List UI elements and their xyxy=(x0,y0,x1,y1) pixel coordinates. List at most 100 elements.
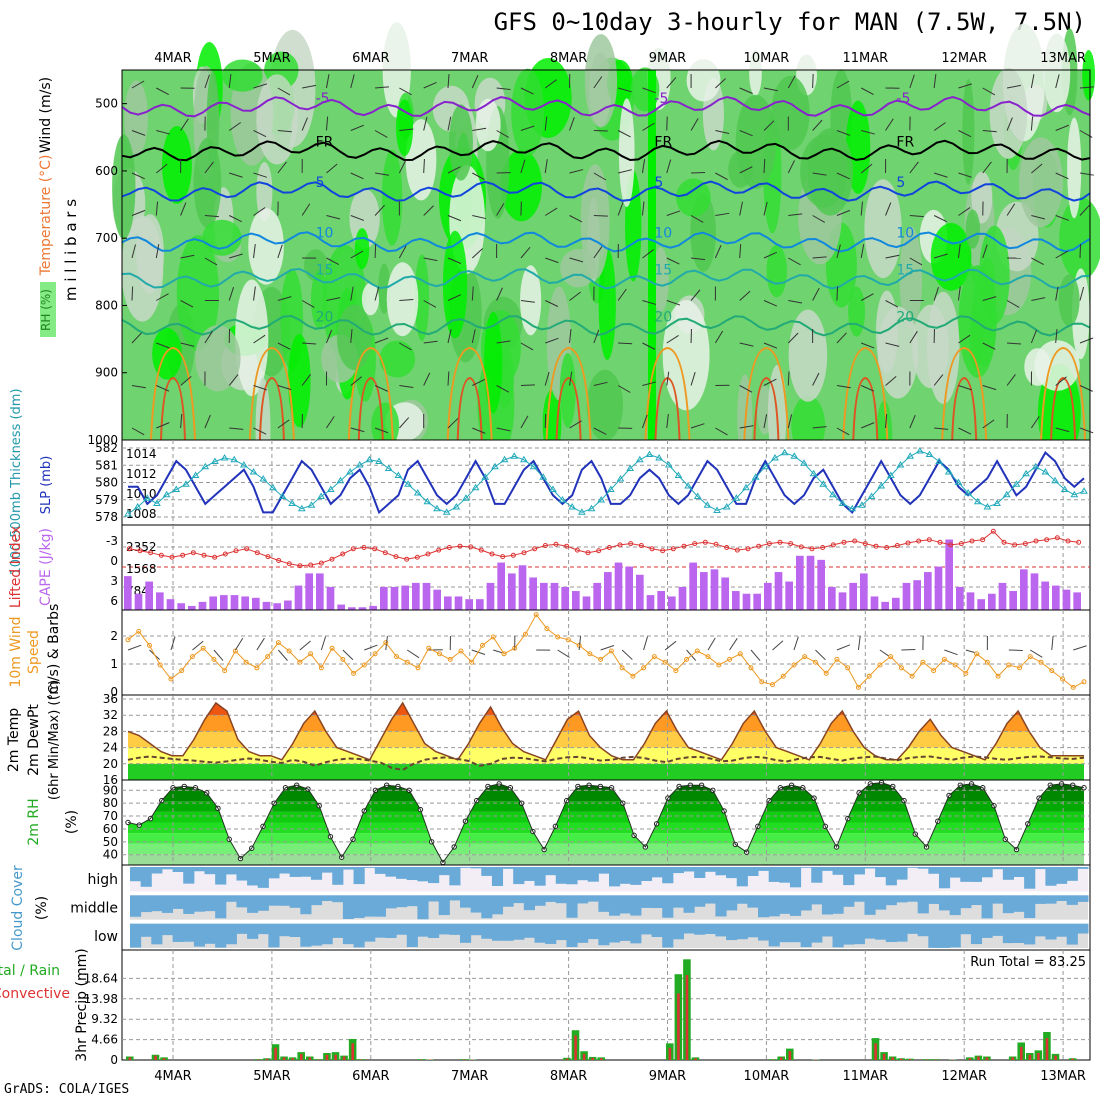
thickness-point xyxy=(143,494,152,501)
wind-barb xyxy=(399,385,414,389)
wind-barb xyxy=(204,74,210,89)
warm-contour xyxy=(545,346,592,441)
wind-barb xyxy=(815,649,826,661)
cloud-bar xyxy=(726,867,738,879)
cloud-bar xyxy=(204,923,216,944)
rh-tick: 50 xyxy=(103,835,118,849)
cloud-bar xyxy=(598,867,610,874)
wind-barb xyxy=(496,427,511,432)
thickness-point xyxy=(539,473,548,480)
wind-barb xyxy=(1055,172,1069,180)
cape-bar xyxy=(838,592,847,610)
wind-barb xyxy=(982,342,996,350)
wind-barb xyxy=(399,299,414,301)
wind-barb xyxy=(812,372,820,386)
rh-blob xyxy=(771,75,810,151)
wind-barb xyxy=(545,257,559,264)
cape-bar xyxy=(337,604,345,610)
wind-barb xyxy=(253,334,266,344)
thickness-point xyxy=(404,480,412,487)
rh-band xyxy=(128,843,1084,855)
wind-barb xyxy=(1030,329,1038,344)
cloud-bar xyxy=(1024,923,1036,945)
wind-barb xyxy=(1031,257,1044,265)
thickness-point xyxy=(423,497,432,505)
wind-barb xyxy=(472,172,485,181)
cloud-bar xyxy=(821,923,834,937)
cloud-bar xyxy=(683,895,695,913)
wind-barb xyxy=(155,244,160,259)
dewpoint-line xyxy=(127,755,1085,771)
precip-tick: 9.32 xyxy=(91,1012,118,1026)
cloud-bar xyxy=(726,923,738,941)
cloud-bar xyxy=(193,867,206,872)
wind-barb xyxy=(933,74,937,89)
wind-barb xyxy=(1006,203,1016,216)
thickness-point xyxy=(838,499,847,506)
cloud-bar xyxy=(481,923,493,939)
wind-barb xyxy=(885,342,900,347)
cape-bar xyxy=(764,582,772,610)
cape-bar xyxy=(732,591,740,610)
cloud-bar xyxy=(140,923,152,937)
date-label-bottom: 10MAR xyxy=(744,1069,790,1084)
wind-barb xyxy=(399,417,410,429)
wind-barb xyxy=(447,166,461,174)
wind-barb xyxy=(447,417,459,429)
wind-barb xyxy=(447,215,462,222)
rh-blob xyxy=(354,228,370,270)
cloud-bar xyxy=(257,923,269,935)
rh-blob xyxy=(311,270,328,329)
contour-label: FR xyxy=(654,135,672,151)
cloud-bar xyxy=(332,923,344,938)
wind-barb xyxy=(301,203,311,216)
wind-barb xyxy=(496,340,511,344)
cloud-bar xyxy=(704,923,716,935)
wind-barb xyxy=(277,419,290,429)
cloud-bar xyxy=(449,895,461,901)
cloud-bar xyxy=(779,895,791,914)
wind-barb xyxy=(204,414,211,429)
rh-tick: 60 xyxy=(103,822,118,836)
cloud-bar xyxy=(161,867,174,870)
cloud-bar xyxy=(917,895,929,914)
rh-line xyxy=(127,782,1085,864)
cloud-bar xyxy=(225,895,237,902)
wind-barb xyxy=(131,332,142,344)
wind-barb xyxy=(1055,329,1058,344)
precip-conv-bar xyxy=(891,1057,894,1060)
cloud-bar xyxy=(662,895,674,918)
wind-barb xyxy=(1051,636,1054,651)
wind-barb xyxy=(593,172,607,181)
cape-bar xyxy=(550,582,559,610)
wind-barb xyxy=(374,130,388,138)
rh-blob xyxy=(766,245,787,298)
cape-bar xyxy=(1052,585,1060,610)
precip-conv-bar xyxy=(1028,1054,1032,1060)
cape-bar xyxy=(817,559,825,610)
cape-bar xyxy=(529,577,537,610)
cloud-bar xyxy=(513,923,525,940)
cloud-bar xyxy=(928,895,940,904)
cloud-bar xyxy=(640,895,653,908)
rh-blob xyxy=(662,300,710,411)
cloud-bar xyxy=(523,923,535,938)
rh-blob xyxy=(899,226,923,330)
hot-contour xyxy=(160,376,186,441)
wind-barb xyxy=(958,385,972,391)
wind-barb xyxy=(228,287,235,301)
cloud-bar xyxy=(896,923,908,942)
wind-barb xyxy=(860,293,874,301)
cloud-bar xyxy=(428,895,440,902)
cape-bar xyxy=(689,562,697,610)
li-tick: 0 xyxy=(110,554,118,568)
wind-barb xyxy=(982,296,997,301)
cloud-bar xyxy=(1013,923,1025,943)
cloud-bar xyxy=(789,923,802,943)
cloud-bar xyxy=(1066,867,1078,881)
thickness-point xyxy=(1012,480,1021,487)
cape-bar xyxy=(465,599,473,610)
cloud-bar xyxy=(758,923,770,941)
li-point xyxy=(329,556,335,562)
cape-bar xyxy=(796,555,804,610)
